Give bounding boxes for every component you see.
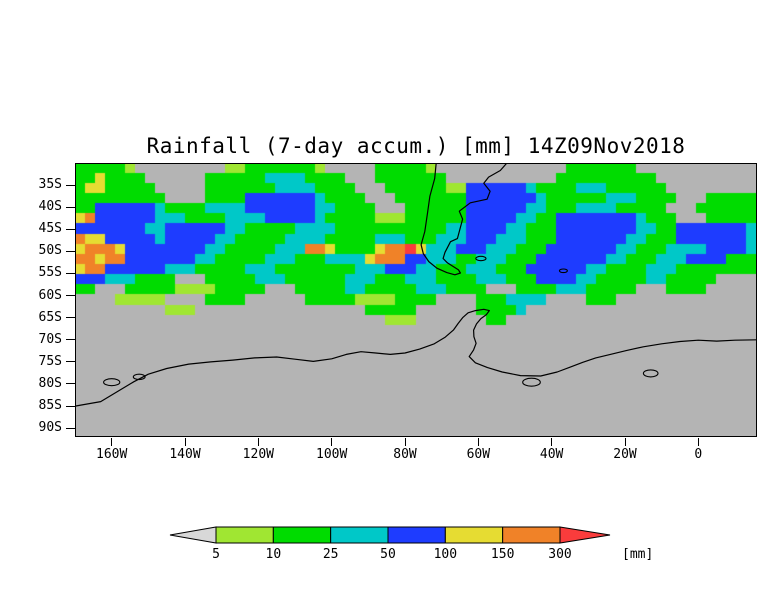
colorbar-below-min-arrow <box>169 526 217 544</box>
x-tick-mark <box>697 438 699 446</box>
y-tick-label: 40S <box>38 199 62 215</box>
x-tick-mark <box>477 438 479 446</box>
x-tick-mark <box>184 438 186 446</box>
antarctica-coastline <box>75 308 757 407</box>
island-outline <box>132 373 146 381</box>
x-tick-label: 40W <box>539 447 564 462</box>
x-tick-mark <box>404 438 406 446</box>
y-tick-mark <box>66 383 75 385</box>
y-tick-label: 55S <box>38 265 62 281</box>
island-outline <box>475 255 487 262</box>
y-tick-mark <box>66 295 75 297</box>
y-tick-label: 35S <box>38 177 62 193</box>
colorbar <box>168 526 612 544</box>
x-tick-mark <box>331 438 333 446</box>
colorbar-tick-label: 5 <box>212 547 220 562</box>
colorbar-segment <box>502 526 561 544</box>
x-tick-mark <box>624 438 626 446</box>
island-outline <box>558 268 568 274</box>
x-tick-mark <box>257 438 259 446</box>
x-tick-label: 20W <box>613 447 637 462</box>
colorbar-above-max-arrow <box>559 526 611 544</box>
island-outline <box>103 378 121 387</box>
x-tick-label: 60W <box>466 447 491 462</box>
y-tick-mark <box>66 250 75 252</box>
x-tick-label: 120W <box>242 447 274 462</box>
colorbar-segment <box>387 526 446 544</box>
chart-title: Rainfall (7-day accum.) [mm] 14Z09Nov201… <box>146 134 686 158</box>
colorbar-scale <box>169 526 611 544</box>
y-tick-mark <box>66 184 75 186</box>
y-tick-label: 70S <box>38 331 62 347</box>
y-tick-label: 85S <box>38 398 62 414</box>
y-tick-mark <box>66 228 75 230</box>
y-tick-label: 45S <box>38 221 62 237</box>
colorbar-units-label: [mm] <box>622 547 654 562</box>
y-tick-mark <box>66 361 75 363</box>
colorbar-tick-label: 300 <box>548 547 572 562</box>
colorbar-tick-label: 150 <box>490 547 515 562</box>
y-tick-label: 60S <box>38 287 62 303</box>
colorbar-segment <box>215 526 274 544</box>
x-tick-mark <box>551 438 553 446</box>
island-outline <box>522 377 541 387</box>
rainfall-field-canvas <box>75 163 757 437</box>
colorbar-segment <box>272 526 332 544</box>
y-tick-label: 50S <box>38 243 62 259</box>
y-tick-label: 80S <box>38 375 62 391</box>
y-tick-mark <box>66 272 75 274</box>
coastline-overlay <box>75 163 757 407</box>
y-tick-mark <box>66 339 75 341</box>
colorbar-tick-label: 100 <box>433 547 458 562</box>
colorbar-segment <box>444 526 504 544</box>
map-plot-area <box>75 163 757 437</box>
y-tick-label: 65S <box>38 309 62 325</box>
island-outline <box>642 369 659 378</box>
y-tick-label: 75S <box>38 353 62 369</box>
colorbar-tick-label: 50 <box>380 547 396 562</box>
colorbar-segment <box>330 526 389 544</box>
y-tick-label: 90S <box>38 420 62 436</box>
colorbar-tick-label: 25 <box>322 547 339 562</box>
y-tick-mark <box>66 317 75 319</box>
y-tick-mark <box>66 427 75 429</box>
x-tick-label: 0 <box>694 447 703 462</box>
x-tick-label: 140W <box>169 447 201 462</box>
south-america-coastline <box>420 163 508 276</box>
colorbar-tick-label: 10 <box>265 547 282 562</box>
y-tick-mark <box>66 206 75 208</box>
x-tick-label: 80W <box>393 447 417 462</box>
y-tick-mark <box>66 405 75 407</box>
x-tick-mark <box>111 438 113 446</box>
x-tick-label: 100W <box>316 447 348 462</box>
x-tick-label: 160W <box>96 447 128 462</box>
